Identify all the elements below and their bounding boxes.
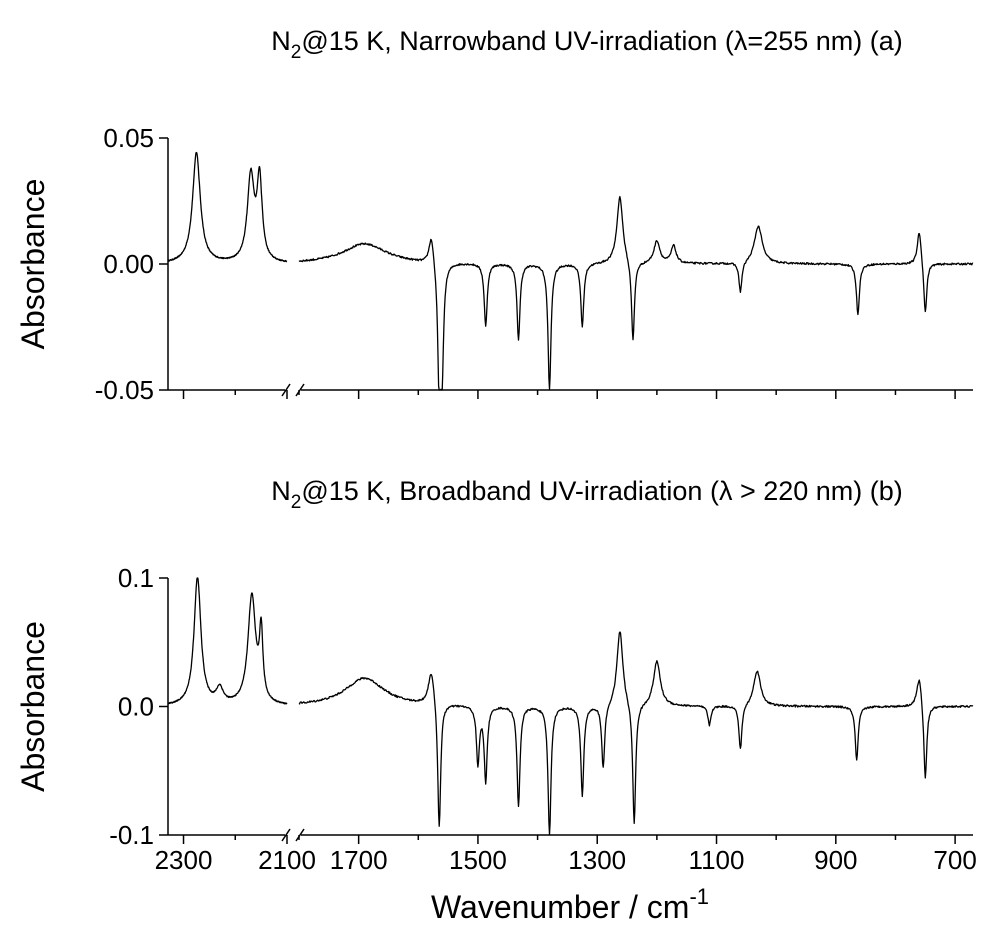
axis-break-mark	[281, 383, 291, 397]
y-axis-label: Absorbance	[15, 621, 51, 792]
x-tick-label: 1700	[330, 845, 388, 875]
spectrum-trace	[298, 631, 974, 836]
x-tick-label: 2100	[258, 845, 316, 875]
x-tick-label: 900	[814, 845, 857, 875]
y-tick-label: -0.05	[95, 375, 154, 405]
x-tick-label: 1100	[689, 845, 745, 875]
axis-break-mark	[295, 383, 305, 397]
panel-a: N2@15 K, Narrowband UV-irradiation (λ=25…	[15, 26, 974, 405]
panel-b: N2@15 K, Broadband UV-irradiation (λ > 2…	[15, 476, 977, 925]
y-tick-label: 0.1	[118, 563, 154, 593]
x-axis-label: Wavenumber / cm-1	[431, 884, 709, 925]
chart-title: N2@15 K, Broadband UV-irradiation (λ > 2…	[271, 476, 903, 513]
x-tick-label: 1300	[568, 845, 626, 875]
y-tick-label: -0.1	[109, 820, 154, 850]
spectrum-trace	[167, 577, 288, 705]
spectrum-trace	[167, 151, 288, 263]
chart-title: N2@15 K, Narrowband UV-irradiation (λ=25…	[271, 26, 903, 63]
y-axis-label: Absorbance	[15, 179, 51, 350]
axis-break-mark	[281, 828, 291, 842]
axis-break-mark	[295, 828, 305, 842]
y-tick-label: 0.05	[103, 123, 154, 153]
x-tick-label: 700	[933, 845, 976, 875]
x-tick-label: 1500	[449, 845, 507, 875]
y-tick-label: 0.0	[118, 692, 154, 722]
x-tick-label: 2300	[155, 845, 213, 875]
y-tick-label: 0.00	[103, 249, 154, 279]
spectrum-trace	[298, 195, 974, 391]
